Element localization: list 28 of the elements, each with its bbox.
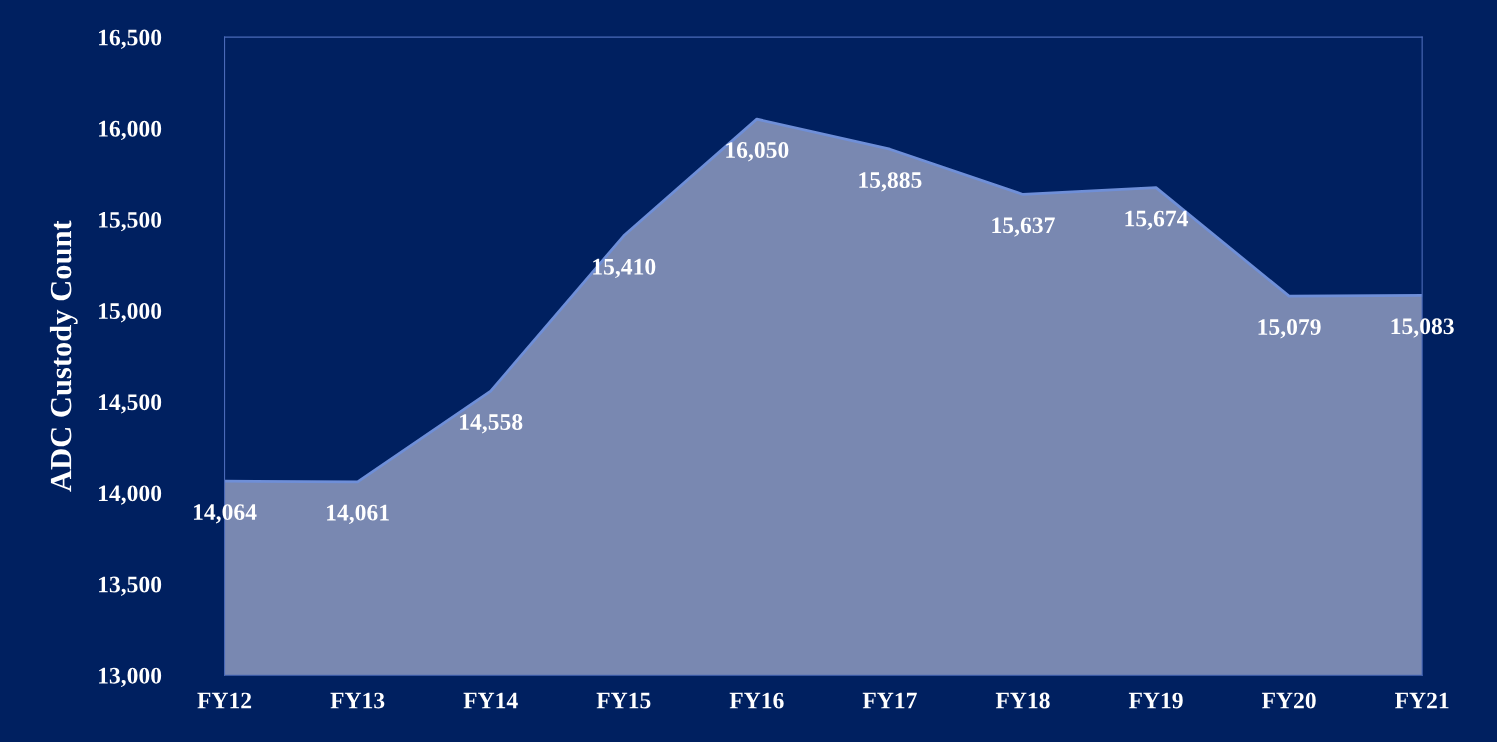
y-tick-label: 15,500 bbox=[99, 211, 162, 232]
data-label: 15,410 bbox=[593, 258, 656, 279]
x-tick-label: FY20 bbox=[1261, 692, 1316, 709]
x-tick-label: FY19 bbox=[1128, 692, 1183, 709]
y-tick-label: 16,500 bbox=[99, 29, 162, 49]
x-tick-label: FY15 bbox=[596, 692, 651, 709]
x-tick-label: FY13 bbox=[330, 692, 385, 709]
data-label: 14,558 bbox=[460, 414, 523, 434]
data-label: 15,637 bbox=[992, 217, 1055, 237]
y-tick-label: 14,500 bbox=[99, 394, 162, 414]
x-tick-label: FY12 bbox=[197, 692, 252, 709]
y-tick-label: 13,000 bbox=[99, 667, 162, 688]
y-tick-label: 16,000 bbox=[99, 120, 162, 141]
data-label: 14,061 bbox=[327, 504, 389, 525]
x-tick-label: FY18 bbox=[995, 692, 1050, 709]
x-tick-label: FY14 bbox=[463, 692, 518, 709]
data-label: 15,885 bbox=[859, 172, 922, 192]
y-tick-label: 14,000 bbox=[99, 485, 162, 505]
data-label: 15,674 bbox=[1125, 210, 1189, 230]
data-label: 15,079 bbox=[1258, 319, 1321, 339]
y-tick-label: 15,000 bbox=[99, 303, 162, 323]
x-tick-label: FY21 bbox=[1395, 692, 1449, 709]
data-label: 16,050 bbox=[726, 142, 789, 162]
y-tick-label: 13,500 bbox=[99, 576, 162, 596]
x-tick-label: FY17 bbox=[862, 692, 917, 709]
data-label: 15,083 bbox=[1391, 318, 1454, 338]
x-tick-label: FY16 bbox=[729, 692, 784, 709]
y-axis-title: ADC Custody Count bbox=[49, 220, 78, 492]
